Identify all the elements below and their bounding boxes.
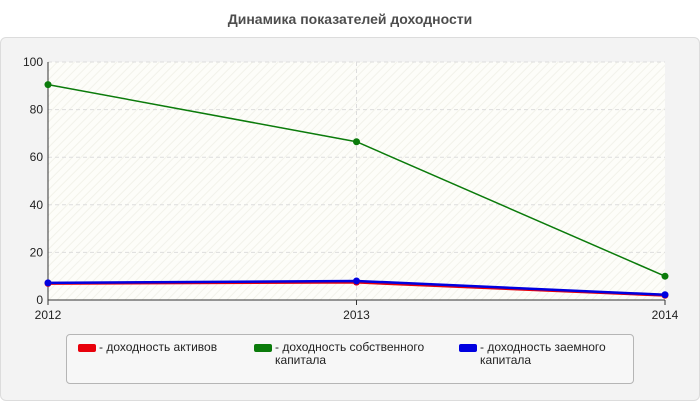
grid: [48, 61, 665, 300]
legend-swatch-equity: [254, 344, 272, 352]
x-tick-label: 2013: [343, 308, 370, 322]
legend-swatch-debt: [459, 344, 477, 352]
y-tick-label: 40: [30, 198, 44, 212]
legend-item-debt[interactable]: - доходность заемного капитала: [459, 341, 640, 367]
y-tick-label: 80: [30, 103, 44, 117]
legend-label-debt: - доходность заемного капитала: [480, 340, 606, 367]
x-tick-label: 2012: [35, 308, 62, 322]
chart-title: Динамика показателей доходности: [227, 11, 473, 27]
data-point-2-2[interactable]: [661, 291, 669, 299]
data-point-1-1[interactable]: [353, 138, 360, 146]
legend: - доходность активов - доходность собств…: [66, 334, 634, 384]
tick-labels: 0 20 40 60 80 100 2012 2013 2014: [23, 55, 679, 322]
legend-item-equity[interactable]: - доходность собственного капитала: [254, 341, 435, 367]
data-point-2-0[interactable]: [44, 279, 52, 287]
axes: [47, 62, 666, 305]
legend-label-equity: - доходность собственного капитала: [275, 340, 425, 367]
data-point-1-2[interactable]: [661, 272, 669, 280]
legend-item-assets[interactable]: - доходность активов: [78, 341, 259, 354]
y-tick-label: 100: [23, 55, 43, 69]
data-point-1-0[interactable]: [44, 81, 52, 89]
data-point-2-1[interactable]: [353, 277, 360, 285]
y-tick-label: 20: [30, 245, 44, 259]
x-tick-label: 2014: [652, 308, 679, 322]
legend-label-assets: - доходность активов: [99, 340, 218, 354]
y-tick-label: 60: [30, 150, 44, 164]
series-layer: [44, 81, 669, 299]
legend-swatch-assets: [78, 344, 96, 352]
y-tick-label: 0: [36, 293, 43, 307]
